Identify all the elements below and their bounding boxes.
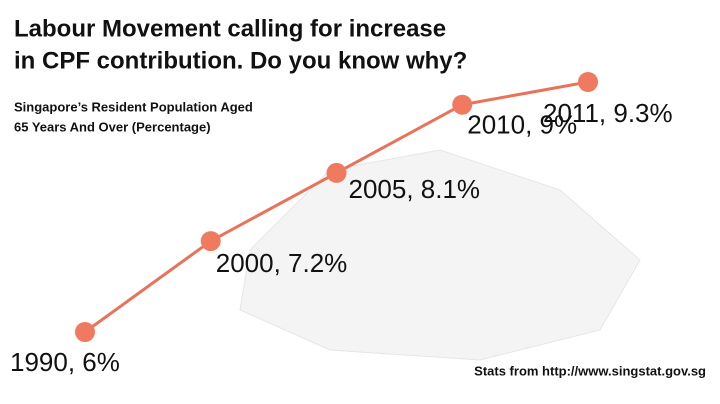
data-point: [452, 94, 473, 115]
chart-subtitle: Singapore’s Resident Population Aged: [14, 99, 253, 114]
data-label: 1990, 6%: [10, 347, 120, 377]
data-label: 2010, 9%: [467, 110, 577, 140]
data-point: [326, 162, 347, 183]
chart-subtitle: 65 Years And Over (Percentage): [14, 119, 211, 134]
map-background: [239, 149, 641, 361]
source-note: Stats from http://www.singstat.gov.sg: [474, 363, 706, 378]
data-point: [75, 322, 95, 342]
data-point: [200, 231, 221, 252]
data-point: [578, 72, 598, 92]
data-label: 2000, 7.2%: [216, 248, 348, 278]
data-label: 2011, 9.3%: [543, 98, 673, 128]
chart-title: in CPF contribution. Do you know why?: [14, 47, 467, 74]
chart-title: Labour Movement calling for increase: [14, 15, 446, 42]
data-label: 2005, 8.1%: [349, 174, 481, 204]
